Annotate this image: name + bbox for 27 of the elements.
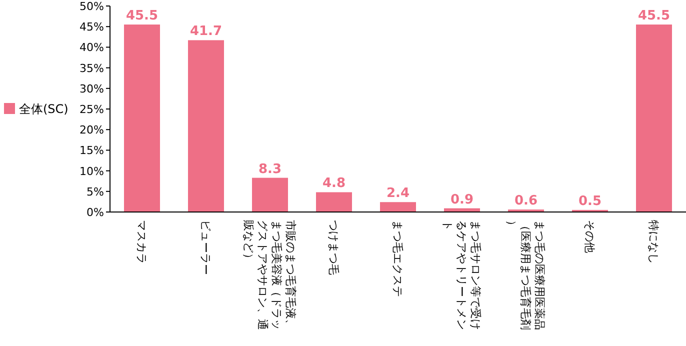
y-tick-label: 20% bbox=[80, 124, 104, 137]
data-label: 4.8 bbox=[322, 176, 346, 192]
y-tick-label: 15% bbox=[80, 144, 104, 158]
y-tick-label: 0% bbox=[86, 206, 104, 219]
y-tick-label: 5% bbox=[86, 185, 104, 198]
y-tick-label: 35% bbox=[80, 62, 104, 75]
legend-label: 全体(SC) bbox=[19, 102, 68, 116]
bar bbox=[188, 40, 224, 212]
y-tick-label: 25% bbox=[80, 103, 104, 116]
bar bbox=[316, 192, 352, 212]
bar bbox=[380, 202, 416, 212]
y-tick-label: 45% bbox=[80, 20, 104, 34]
bar bbox=[252, 178, 288, 212]
y-tick-label: 40% bbox=[80, 41, 104, 54]
data-label: 45.5 bbox=[126, 8, 158, 24]
data-label: 41.7 bbox=[190, 24, 222, 40]
data-label: 0.5 bbox=[578, 194, 602, 209]
data-label: 0.9 bbox=[450, 192, 474, 208]
y-tick-label: 30% bbox=[80, 82, 104, 96]
y-tick-label: 50% bbox=[80, 0, 104, 13]
bar bbox=[124, 24, 160, 212]
y-tick-label: 10% bbox=[80, 164, 104, 178]
data-label: 45.5 bbox=[638, 8, 670, 24]
data-label: 0.6 bbox=[514, 194, 538, 209]
data-label: 8.3 bbox=[258, 162, 282, 177]
data-label: 2.4 bbox=[386, 186, 410, 202]
bar bbox=[636, 24, 672, 212]
